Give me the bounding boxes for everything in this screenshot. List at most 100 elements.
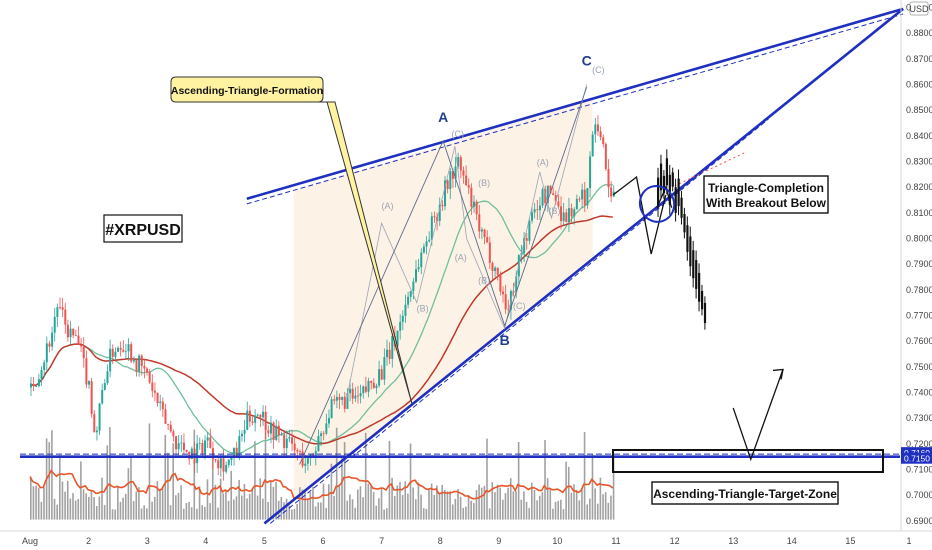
volume-bar [596, 503, 599, 520]
volume-bar [111, 509, 114, 520]
volume-bar [51, 430, 53, 520]
candle-body [388, 349, 391, 359]
volume-bar [82, 489, 85, 520]
volume-bar [388, 440, 391, 520]
volume-bar [256, 495, 259, 520]
primary-wave-guide [299, 86, 588, 465]
candle-body [483, 229, 486, 238]
volume-bar [607, 502, 610, 520]
volume-bar [356, 489, 359, 520]
volume-bar [217, 507, 219, 520]
candle-body [312, 454, 315, 456]
volume-bar [209, 503, 211, 520]
volume-bar [148, 423, 151, 520]
candle-body [30, 383, 32, 388]
candle-body [217, 460, 220, 469]
candle-body [531, 212, 534, 221]
projected-target-path [732, 369, 784, 462]
projection-paths [612, 149, 784, 462]
candle-body [209, 437, 212, 449]
candle-body [93, 414, 96, 433]
volume-bar [248, 493, 251, 520]
volume-bar [446, 491, 449, 520]
volume-bar [40, 501, 43, 520]
candle-body [283, 434, 286, 449]
candle-body [338, 397, 341, 400]
candle-body [438, 204, 441, 222]
volume-bar [146, 508, 148, 520]
volume-bar [322, 483, 325, 520]
candle-body [383, 357, 386, 380]
candle-body [32, 383, 35, 387]
volume-bar [557, 500, 559, 520]
candle-body [146, 368, 149, 372]
volume-bar [291, 509, 293, 520]
candle-body [333, 399, 336, 401]
volume-bar [225, 490, 227, 520]
candle-body [607, 168, 610, 188]
volume-bar [465, 506, 467, 520]
candle-body [235, 447, 238, 458]
candle-body [37, 379, 40, 387]
candle-body [219, 458, 222, 469]
volume-bar [546, 478, 549, 520]
candle-body [88, 381, 91, 385]
volume-bar [124, 493, 127, 520]
candle-body [491, 262, 494, 272]
price-axis: 0.89000.88000.87000.86000.85000.84000.83… [900, 0, 932, 531]
volume-bar [467, 494, 470, 520]
trendlines [20, 7, 904, 525]
candle-body [430, 216, 433, 240]
candle-body [399, 321, 402, 331]
wave-label-b: B [500, 332, 510, 348]
volume-bar [127, 468, 130, 520]
candle-body [196, 443, 199, 464]
volume-bar [330, 463, 333, 520]
volume-bar [515, 491, 517, 520]
volume-bar [391, 477, 393, 520]
volume-bar [385, 508, 388, 520]
candle-body [375, 385, 378, 388]
candle-body [586, 188, 589, 206]
candle-body [356, 395, 359, 397]
candle-body [451, 171, 454, 179]
volume-bar [177, 492, 180, 520]
price-tick-label: 0.8600 [906, 80, 932, 90]
projected-candle-body [695, 260, 698, 289]
candle-body [66, 324, 69, 338]
volume-bar [359, 486, 362, 520]
sub-wave-label: (B) [417, 304, 429, 314]
price-tick-label: 0.7000 [906, 490, 932, 500]
symbol-label-box [103, 214, 183, 243]
volume-bar [486, 438, 488, 520]
volume-bar [420, 494, 422, 520]
volume-bar [594, 488, 596, 520]
volume-bar [444, 489, 446, 520]
candle-body [507, 309, 510, 311]
volume-bar [325, 507, 327, 520]
candle-body [364, 386, 367, 392]
volume-bar [251, 488, 254, 520]
candle-body [322, 433, 325, 435]
volume-bar [196, 508, 198, 520]
time-tick-label: 12 [670, 536, 680, 546]
sub-wave-label: (B) [548, 206, 560, 216]
candle-body [103, 383, 106, 391]
candle-body [523, 238, 526, 253]
candle-body [346, 393, 349, 409]
upper-trendline-dashed [246, 13, 904, 205]
candle-body [378, 369, 381, 386]
volume-bar [512, 491, 515, 520]
price-tick-label: 0.8800 [906, 28, 932, 38]
candle-body [285, 438, 288, 449]
time-tick-label: Aug [22, 536, 38, 546]
volume-bar [304, 490, 306, 520]
candle-body [169, 424, 172, 432]
projected-candle-body [665, 158, 669, 186]
volume-bar [106, 445, 109, 520]
volume-bar [283, 502, 285, 520]
candle-body [188, 451, 191, 459]
candle-body [496, 267, 499, 275]
candle-body [69, 328, 72, 338]
